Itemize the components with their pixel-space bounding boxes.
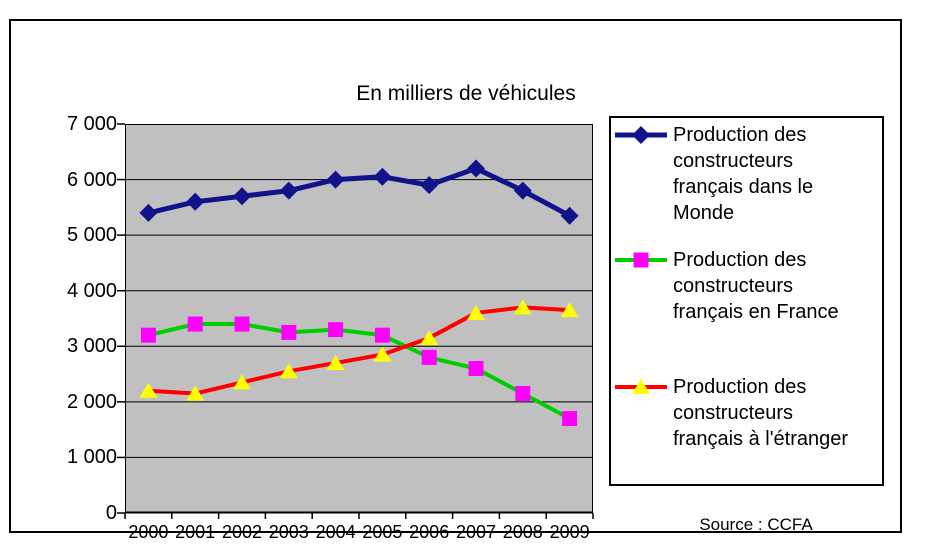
legend-label-line: français à l'étranger <box>673 428 849 450</box>
diamond-marker <box>467 159 485 178</box>
x-axis-label: 2006 <box>409 522 450 542</box>
legend-label-line: Production des <box>673 376 807 398</box>
square-marker <box>515 386 531 402</box>
square-marker <box>234 316 250 332</box>
x-axis-label: 2008 <box>502 522 543 542</box>
legend-label: Production des constructeurs français à l'… <box>673 374 848 452</box>
legend-label: Production des constructeurs français en F… <box>673 247 839 325</box>
x-axis-label: 2002 <box>221 522 263 542</box>
legend-label-line: constructeurs <box>673 275 794 297</box>
diamond-marker <box>233 187 251 206</box>
triangle-marker <box>513 299 532 315</box>
legend-entry: Production des constructeurs français dans… <box>613 122 882 226</box>
legend-label: Production des constructeurs français dans… <box>673 122 813 226</box>
diamond-marker <box>186 192 205 211</box>
y-axis-label: 7 000 <box>66 113 117 135</box>
legend-marker-svg <box>615 126 667 144</box>
diamond-legend-marker <box>632 126 650 144</box>
x-axis-label: 2000 <box>128 522 169 542</box>
square-marker <box>374 327 390 343</box>
square-legend-icon <box>613 247 673 275</box>
chart-title: En milliers de véhicules <box>356 82 576 105</box>
diamond-marker <box>326 170 345 189</box>
legend: Production des constructeurs français dans… <box>609 116 884 486</box>
square-marker <box>281 324 297 340</box>
triangle-marker <box>186 385 205 401</box>
y-axis-label: 1 000 <box>66 446 117 469</box>
triangle-legend-icon <box>613 374 673 402</box>
legend-label-line: Monde <box>673 202 735 224</box>
legend-label-line: Production des <box>673 124 807 146</box>
x-axis-label: 2003 <box>268 522 309 542</box>
legend-label-line: français en France <box>673 301 839 323</box>
diamond-marker <box>560 206 579 225</box>
legend-entry: Production des constructeurs français en F… <box>613 247 882 325</box>
legend-label-line: constructeurs <box>673 402 794 424</box>
legend-marker-svg <box>615 252 667 268</box>
y-axis: 0 1 000 2 000 3 000 4 000 5 000 6 000 7 000 <box>37 21 117 549</box>
triangle-marker <box>467 304 485 320</box>
diamond-marker <box>279 181 298 200</box>
x-axis-label: 2005 <box>362 522 403 542</box>
square-marker <box>187 316 203 332</box>
x-axis-label: 2004 <box>315 522 356 542</box>
square-legend-marker <box>633 252 649 268</box>
diamond-legend-icon <box>613 122 673 150</box>
legend-label-line: Production des <box>673 249 807 271</box>
triangle-marker <box>373 346 392 362</box>
triangle-marker <box>560 302 579 318</box>
diamond-marker <box>420 176 439 195</box>
y-axis-label: 6 000 <box>66 168 117 191</box>
diamond-marker <box>513 181 532 200</box>
x-axis: 2000 2001 2002 2003 2004 2005 2006 2007 2008 2009 <box>11 21 930 549</box>
diamond-marker <box>139 203 158 222</box>
y-axis-label: 2 000 <box>66 390 117 413</box>
triangle-marker <box>139 382 158 398</box>
plot-area <box>117 123 594 519</box>
triangle-marker <box>279 363 298 379</box>
legend-label-line: constructeurs <box>673 150 794 172</box>
y-axis-label: 4 000 <box>66 279 117 302</box>
x-axis-label: 2007 <box>455 522 497 542</box>
square-marker <box>468 361 484 377</box>
triangle-marker <box>233 374 251 390</box>
y-axis-label: 3 000 <box>66 335 117 358</box>
x-axis-label: 2001 <box>175 522 216 542</box>
legend-entry: Production des constructeurs français à l'… <box>613 374 882 452</box>
triangle-marker <box>326 354 345 370</box>
triangle-marker <box>420 329 439 345</box>
series-line <box>147 165 571 218</box>
x-axis-label: 2009 <box>549 522 590 542</box>
square-marker <box>328 322 344 338</box>
diamond-marker <box>373 167 392 186</box>
y-axis-label: 0 <box>105 502 117 524</box>
legend-marker-svg <box>615 379 667 394</box>
square-marker <box>140 327 156 343</box>
y-axis-label: 5 000 <box>66 224 117 247</box>
chart-frame: En milliers de véhicules 0 1 000 2 000 3 00… <box>9 19 902 542</box>
series-line <box>147 322 571 421</box>
series-line <box>148 305 570 396</box>
triangle-legend-marker <box>632 379 650 394</box>
legend-label-line: français dans le <box>673 176 814 198</box>
plot-svg <box>117 123 594 519</box>
source-note: Source : CCFA <box>699 515 813 534</box>
square-marker <box>562 411 578 427</box>
square-marker <box>421 349 437 365</box>
